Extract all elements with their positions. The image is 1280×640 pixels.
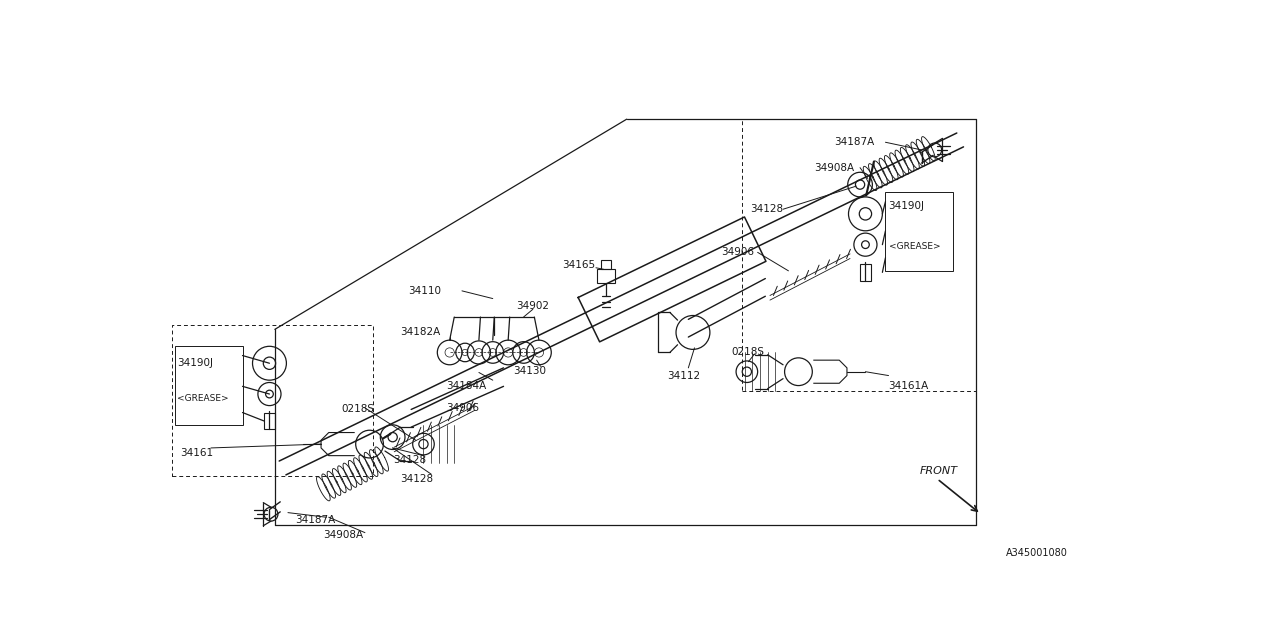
Bar [860,264,870,281]
Text: 34184A: 34184A [447,381,486,391]
Text: 0218S: 0218S [731,348,764,358]
Text: 0218S: 0218S [342,404,375,415]
Bar [175,346,242,425]
Text: 34190J: 34190J [177,358,212,368]
Text: 34128: 34128 [393,455,426,465]
Bar [600,260,612,269]
Text: 34908A: 34908A [324,530,364,540]
Text: 34128: 34128 [750,204,783,214]
Text: 34165: 34165 [562,260,595,271]
Text: 34182A: 34182A [401,328,440,337]
Text: 34130: 34130 [513,366,547,376]
Text: 34112: 34112 [668,371,700,381]
Text: 34902: 34902 [516,301,549,311]
Text: 34187A: 34187A [296,515,335,525]
Bar [886,192,954,271]
Text: 34128: 34128 [401,474,434,484]
Text: 34906: 34906 [447,403,480,413]
Text: 34906: 34906 [722,247,754,257]
Text: 34110: 34110 [408,286,442,296]
Text: <GREASE>: <GREASE> [177,394,229,403]
Bar [596,269,616,283]
Text: A345001080: A345001080 [1006,548,1068,558]
Text: 34190J: 34190J [888,201,924,211]
Text: 34161A: 34161A [888,381,929,391]
Text: 34161: 34161 [180,447,214,458]
Text: 34908A: 34908A [814,163,854,173]
Text: FRONT: FRONT [919,466,957,476]
Bar [264,413,275,429]
Text: <GREASE>: <GREASE> [888,242,941,251]
Text: 34187A: 34187A [835,137,876,147]
